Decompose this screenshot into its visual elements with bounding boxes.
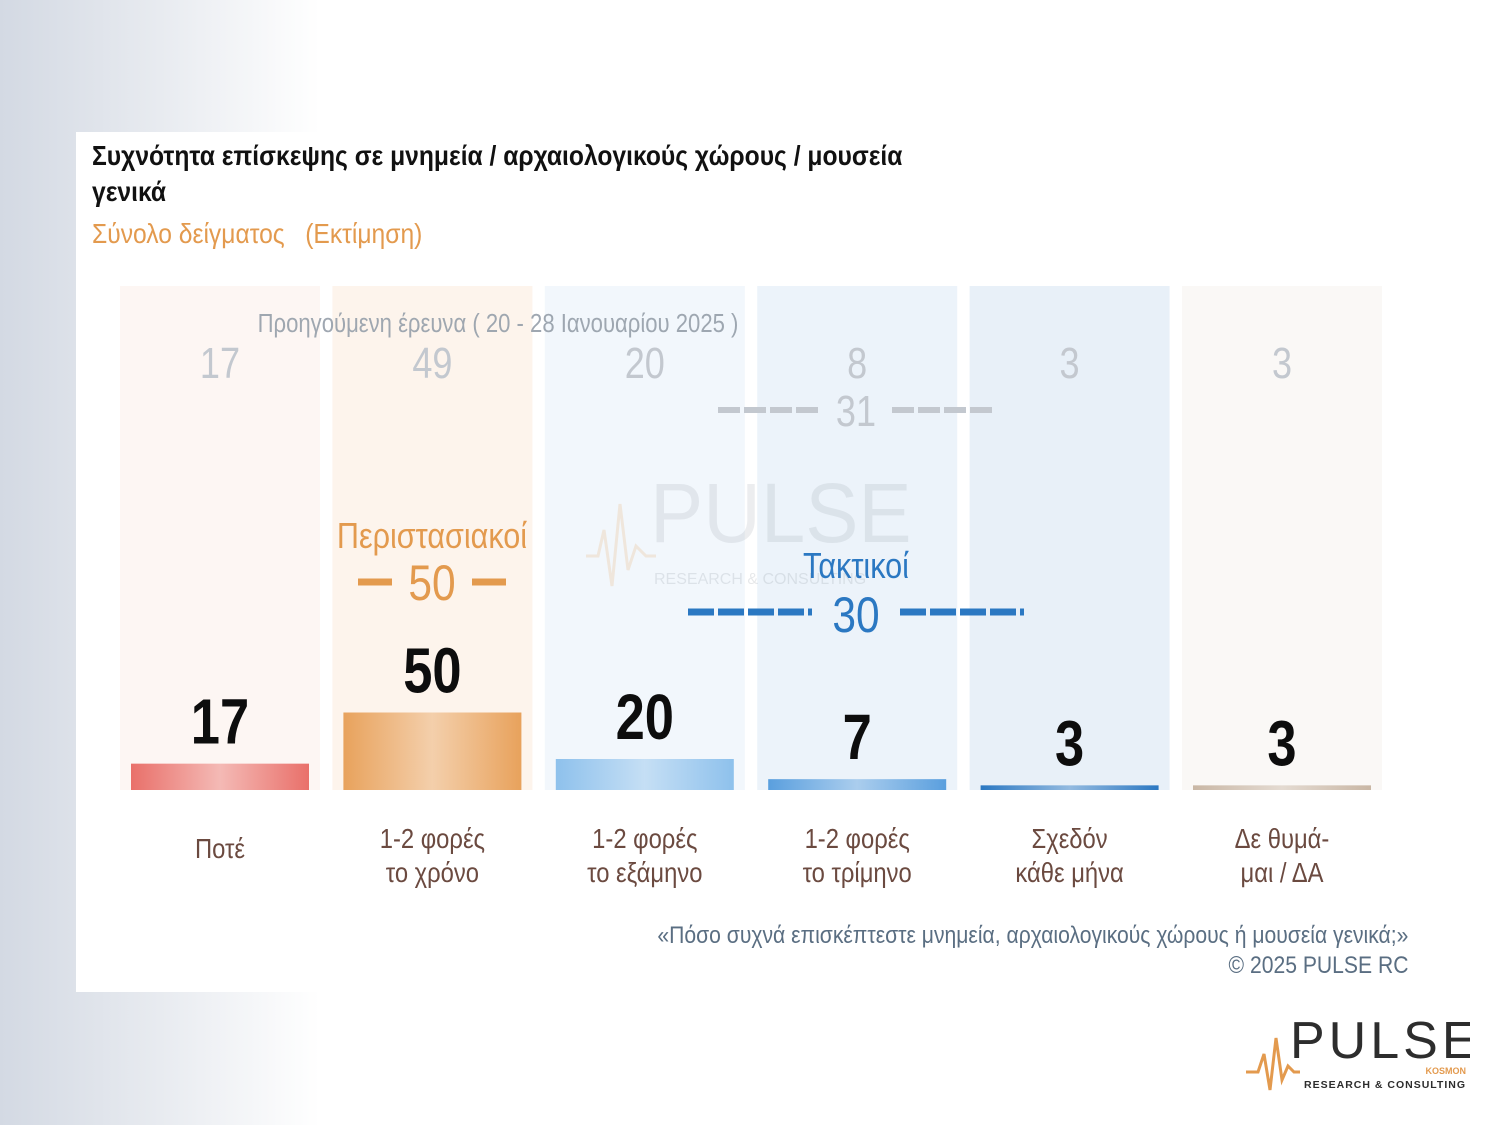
bar-value-label: 3 — [1267, 708, 1296, 779]
category-label: το χρόνο — [386, 856, 479, 888]
chart-subtitle: Σύνολο δείγματος (Εκτίμηση) — [92, 218, 423, 249]
regular-group-value: 30 — [832, 587, 879, 643]
watermark-brand: PULSE — [650, 467, 912, 560]
previous-value-label: 49 — [412, 339, 452, 388]
category-column — [332, 286, 533, 790]
category-label: Ποτέ — [195, 832, 245, 864]
bar-value-label: 50 — [403, 636, 461, 707]
previous-value-label: 3 — [1060, 339, 1080, 388]
bar — [555, 759, 734, 790]
survey-question: «Πόσο συχνά επισκέπτεστε μνημεία, αρχαιο… — [657, 922, 1408, 949]
regular-previous-value: 31 — [836, 387, 876, 436]
category-label: 1-2 φορές — [592, 822, 697, 854]
category-label: 1-2 φορές — [380, 822, 485, 854]
logo-brand: PULSE — [1290, 1012, 1470, 1070]
watermark-pulse-icon — [586, 503, 656, 587]
bar — [131, 763, 309, 790]
logo-tagline: RESEARCH & CONSULTING — [1304, 1079, 1466, 1091]
category-column — [969, 286, 1170, 790]
category-label: Σχεδόν — [1032, 822, 1108, 854]
bar-value-label: 20 — [616, 682, 674, 753]
chart-title: Συχνότητα επίσκεψης σε μνημεία / αρχαιολ… — [92, 140, 903, 207]
category-label: Δε θυμά- — [1235, 822, 1330, 854]
category-column — [120, 286, 320, 790]
regular-group-label: Τακτικοί — [803, 547, 909, 587]
category-column — [757, 286, 958, 790]
category-column — [1182, 286, 1382, 790]
pulse-logo: PULSE KOSMON RESEARCH & CONSULTING — [1246, 1012, 1470, 1091]
bar — [768, 779, 947, 790]
previous-value-label: 20 — [625, 339, 665, 388]
copyright: © 2025 PULSE RC — [1228, 952, 1408, 979]
logo-pulse-line — [1246, 1037, 1300, 1091]
logo-sub: KOSMON — [1426, 1066, 1467, 1076]
category-label: το εξάμηνο — [587, 856, 702, 888]
occasional-group-value: 50 — [408, 555, 455, 611]
occasional-group-label: Περιστασιακοί — [337, 517, 528, 557]
bar — [343, 712, 522, 790]
previous-value-label: 17 — [200, 339, 240, 388]
category-column — [544, 286, 745, 790]
bar-value-label: 17 — [191, 687, 249, 758]
category-label: κάθε μήνα — [1015, 856, 1123, 888]
bar — [1193, 785, 1371, 790]
previous-survey-label: Προηγούμενη έρευνα ( 20 - 28 Ιανουαρίου … — [258, 309, 739, 338]
category-label: το τρίμηνο — [803, 856, 912, 888]
bar-value-label: 7 — [843, 702, 872, 773]
watermark-tagline: RESEARCH & CONSULTING — [654, 571, 866, 588]
category-label: μαι / ΔΑ — [1240, 856, 1324, 888]
category-label: 1-2 φορές — [805, 822, 910, 854]
bar-value-label: 3 — [1055, 708, 1084, 779]
previous-value-label: 3 — [1272, 339, 1292, 388]
bar — [980, 785, 1159, 790]
previous-value-label: 8 — [847, 339, 867, 388]
